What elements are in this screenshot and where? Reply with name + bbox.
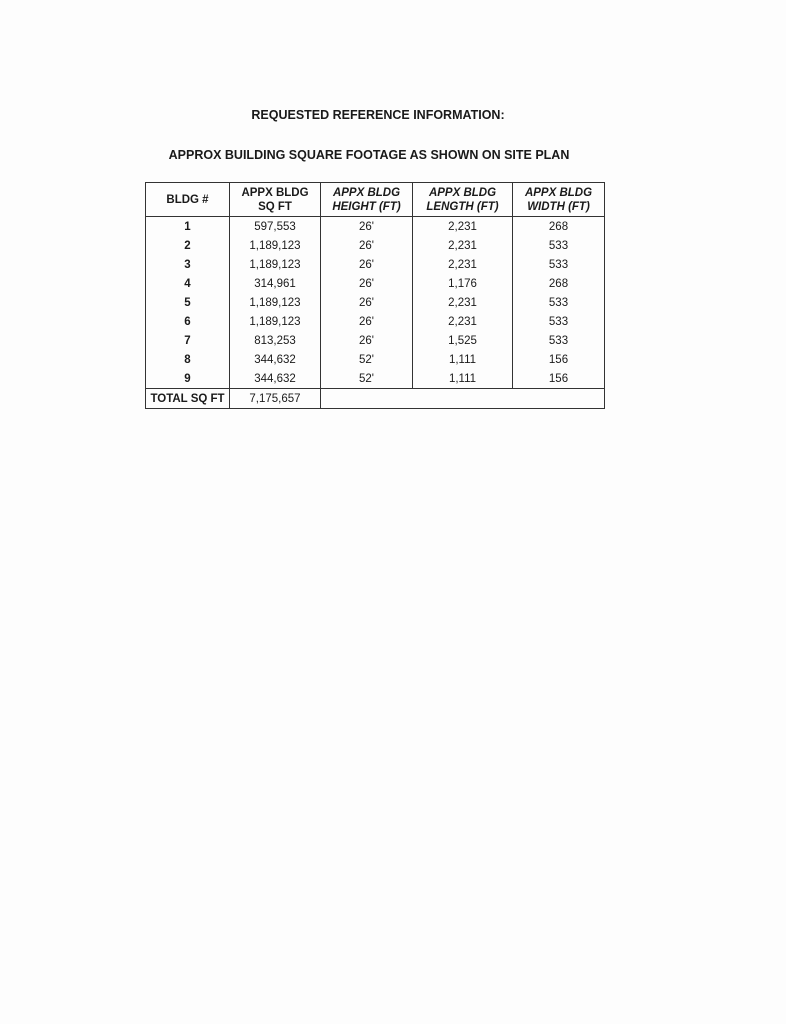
table-cell: 6 xyxy=(145,312,230,331)
table-cell: 5 xyxy=(145,293,230,312)
table-row: 8 344,632 52' 1,111 156 xyxy=(145,350,605,369)
total-value: 7,175,657 xyxy=(229,388,321,409)
table-cell: 26' xyxy=(320,293,413,312)
table-cell: 268 xyxy=(512,216,605,236)
table-cell: 597,553 xyxy=(229,216,321,236)
column-header-line: APPX BLDG xyxy=(332,186,401,199)
column-header-line: WIDTH (FT) xyxy=(527,200,590,213)
table-cell: 268 xyxy=(512,274,605,293)
column-header-line: APPX BLDG xyxy=(524,186,593,199)
column-header-line: APPX BLDG xyxy=(241,186,309,199)
table-cell: 533 xyxy=(512,236,605,255)
column-header-line: BLDG # xyxy=(166,193,209,206)
table-cell: 2,231 xyxy=(412,293,513,312)
table-cell: 533 xyxy=(512,255,605,274)
table-cell: 8 xyxy=(145,350,230,369)
table-cell: 1,176 xyxy=(412,274,513,293)
table-cell: 156 xyxy=(512,369,605,389)
table-row: 2 1,189,123 26' 2,231 533 xyxy=(145,236,605,255)
document-heading: REQUESTED REFERENCE INFORMATION: xyxy=(251,108,505,122)
table-row: 1 597,553 26' 2,231 268 xyxy=(145,216,605,236)
table-row: 5 1,189,123 26' 2,231 533 xyxy=(145,293,605,312)
table-cell: 1 xyxy=(145,216,230,236)
table-cell: 2,231 xyxy=(412,255,513,274)
table-cell: 52' xyxy=(320,369,413,389)
column-header: APPX BLDG SQ FT xyxy=(229,182,321,217)
table-cell: 156 xyxy=(512,350,605,369)
column-header: APPX BLDG HEIGHT (FT) xyxy=(320,182,413,217)
table-row: 7 813,253 26' 1,525 533 xyxy=(145,331,605,350)
table-row: 9 344,632 52' 1,111 156 xyxy=(145,369,605,389)
table-cell: 2,231 xyxy=(412,216,513,236)
total-empty-cell xyxy=(320,388,605,409)
table-cell: 314,961 xyxy=(229,274,321,293)
table-cell: 26' xyxy=(320,236,413,255)
column-header-line: LENGTH (FT) xyxy=(426,200,499,213)
total-row: TOTAL SQ FT 7,175,657 xyxy=(145,388,605,409)
table-row: 4 314,961 26' 1,176 268 xyxy=(145,274,605,293)
column-header-line: SQ FT xyxy=(258,200,292,213)
table-cell: 533 xyxy=(512,312,605,331)
table-cell: 26' xyxy=(320,216,413,236)
total-label: TOTAL SQ FT xyxy=(145,388,230,409)
table-cell: 1,189,123 xyxy=(229,312,321,331)
table-cell: 533 xyxy=(512,331,605,350)
table-cell: 2,231 xyxy=(412,236,513,255)
column-header: BLDG # xyxy=(145,182,230,217)
table-cell: 26' xyxy=(320,255,413,274)
table-cell: 1,189,123 xyxy=(229,293,321,312)
table-cell: 1,189,123 xyxy=(229,236,321,255)
table-cell: 9 xyxy=(145,369,230,389)
table-cell: 344,632 xyxy=(229,350,321,369)
table-cell: 3 xyxy=(145,255,230,274)
table-cell: 1,111 xyxy=(412,369,513,389)
table-cell: 1,525 xyxy=(412,331,513,350)
table-cell: 1,111 xyxy=(412,350,513,369)
table-cell: 533 xyxy=(512,293,605,312)
table-cell: 2 xyxy=(145,236,230,255)
table-cell: 1,189,123 xyxy=(229,255,321,274)
table-cell: 26' xyxy=(320,312,413,331)
building-table: BLDG # APPX BLDG SQ FT APPX BLDG HEIGHT (FT)… xyxy=(145,182,605,409)
table-cell: 4 xyxy=(145,274,230,293)
table-cell: 26' xyxy=(320,274,413,293)
table-cell: 26' xyxy=(320,331,413,350)
column-header: APPX BLDG WIDTH (FT) xyxy=(512,182,605,217)
column-header: APPX BLDG LENGTH (FT) xyxy=(412,182,513,217)
table-cell: 2,231 xyxy=(412,312,513,331)
table-cell: 52' xyxy=(320,350,413,369)
header-row: BLDG # APPX BLDG SQ FT APPX BLDG HEIGHT (FT)… xyxy=(145,182,605,217)
table-row: 3 1,189,123 26' 2,231 533 xyxy=(145,255,605,274)
table-cell: 344,632 xyxy=(229,369,321,389)
table-row: 6 1,189,123 26' 2,231 533 xyxy=(145,312,605,331)
table-cell: 813,253 xyxy=(229,331,321,350)
column-header-line: APPX BLDG xyxy=(428,186,497,199)
table-cell: 7 xyxy=(145,331,230,350)
column-header-line: HEIGHT (FT) xyxy=(332,200,401,213)
table-title: APPROX BUILDING SQUARE FOOTAGE AS SHOWN … xyxy=(168,148,570,162)
